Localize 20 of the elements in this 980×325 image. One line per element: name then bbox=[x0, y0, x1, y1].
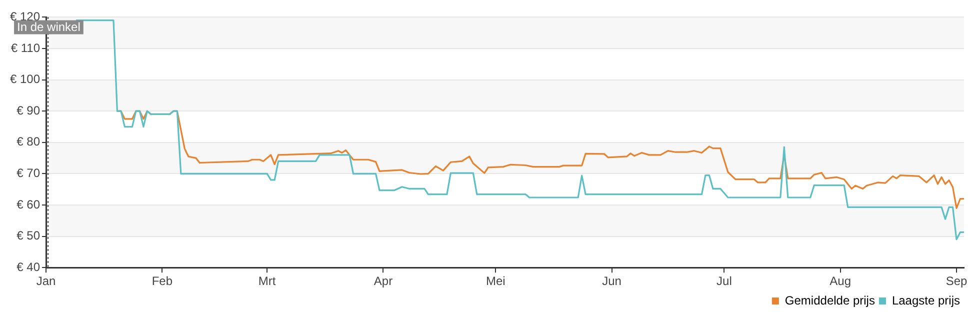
x-tick-label: Mrt bbox=[258, 274, 276, 288]
y-tick-label: € 60 bbox=[16, 197, 40, 212]
y-tick-label: € 70 bbox=[16, 166, 40, 180]
y-tick-label: € 50 bbox=[16, 228, 40, 243]
x-tick-label: Aug bbox=[830, 274, 852, 288]
x-tick-label: Jul bbox=[716, 274, 732, 288]
ref-line-label: In de winkel bbox=[17, 20, 80, 34]
y-tick-label: € 110 bbox=[10, 40, 40, 55]
x-tick-label: Feb bbox=[152, 274, 173, 288]
y-tick-label: € 40 bbox=[16, 260, 40, 274]
y-tick-label: € 90 bbox=[16, 103, 40, 118]
x-tick-label: Jan bbox=[36, 274, 56, 288]
y-tick-label: € 100 bbox=[10, 72, 40, 86]
x-tick-label: Apr bbox=[374, 274, 393, 288]
x-tick-label: Sep bbox=[946, 274, 968, 288]
legend-label: Laagste prijs bbox=[892, 293, 960, 308]
x-tick-label: Mei bbox=[486, 274, 506, 288]
y-tick-label: € 80 bbox=[16, 134, 40, 149]
legend-label: Gemiddelde prijs bbox=[784, 293, 875, 308]
x-tick-label: Jun bbox=[602, 274, 622, 288]
